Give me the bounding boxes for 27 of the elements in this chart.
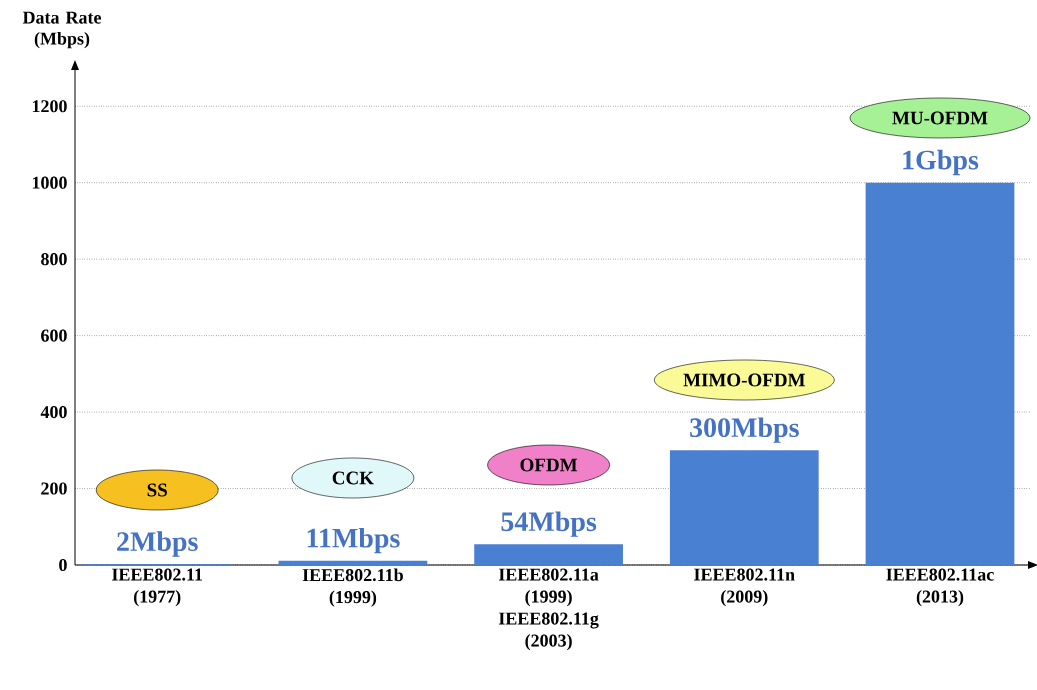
y-tick-label: 1000: [32, 176, 67, 189]
data-label: 300Mbps: [690, 417, 799, 443]
annotation: OFDM: [520, 458, 578, 472]
data-label: 54Mbps: [501, 511, 597, 537]
data-label: 2Mbps: [117, 531, 198, 557]
y-tick-label: 200: [41, 482, 67, 495]
bar: [669, 450, 819, 565]
data-label: 11Mbps: [307, 527, 400, 554]
y-tick-label: 1200: [32, 100, 67, 113]
annotation: SS: [147, 483, 167, 497]
y-tick-label: 800: [41, 253, 67, 266]
y-tick-label: 600: [41, 329, 67, 342]
x-tick-label: IEEE802.11b (1999): [302, 568, 403, 607]
x-tick-label: IEEE802.11a (1999) IEEE802.11g (2003): [498, 568, 599, 651]
annotation: MU-OFDM: [892, 111, 988, 125]
x-tick-label: IEEE802.11ac (2013): [886, 568, 994, 607]
annotation: MIMO-OFDM: [683, 373, 805, 387]
annotation: CCK: [332, 471, 374, 485]
y-axis-title: Data Rate (Mbps): [22, 11, 102, 49]
bar: [865, 182, 1015, 565]
x-tick-label: IEEE802.11n (2009): [694, 568, 795, 607]
bar: [474, 544, 623, 565]
y-tick-label: 0: [59, 558, 67, 572]
x-tick-label: IEEE802.11 (1977): [112, 568, 203, 607]
y-tick-label: 400: [40, 406, 67, 419]
bar: [278, 560, 428, 565]
annotation: 1Gbps: [903, 149, 979, 176]
